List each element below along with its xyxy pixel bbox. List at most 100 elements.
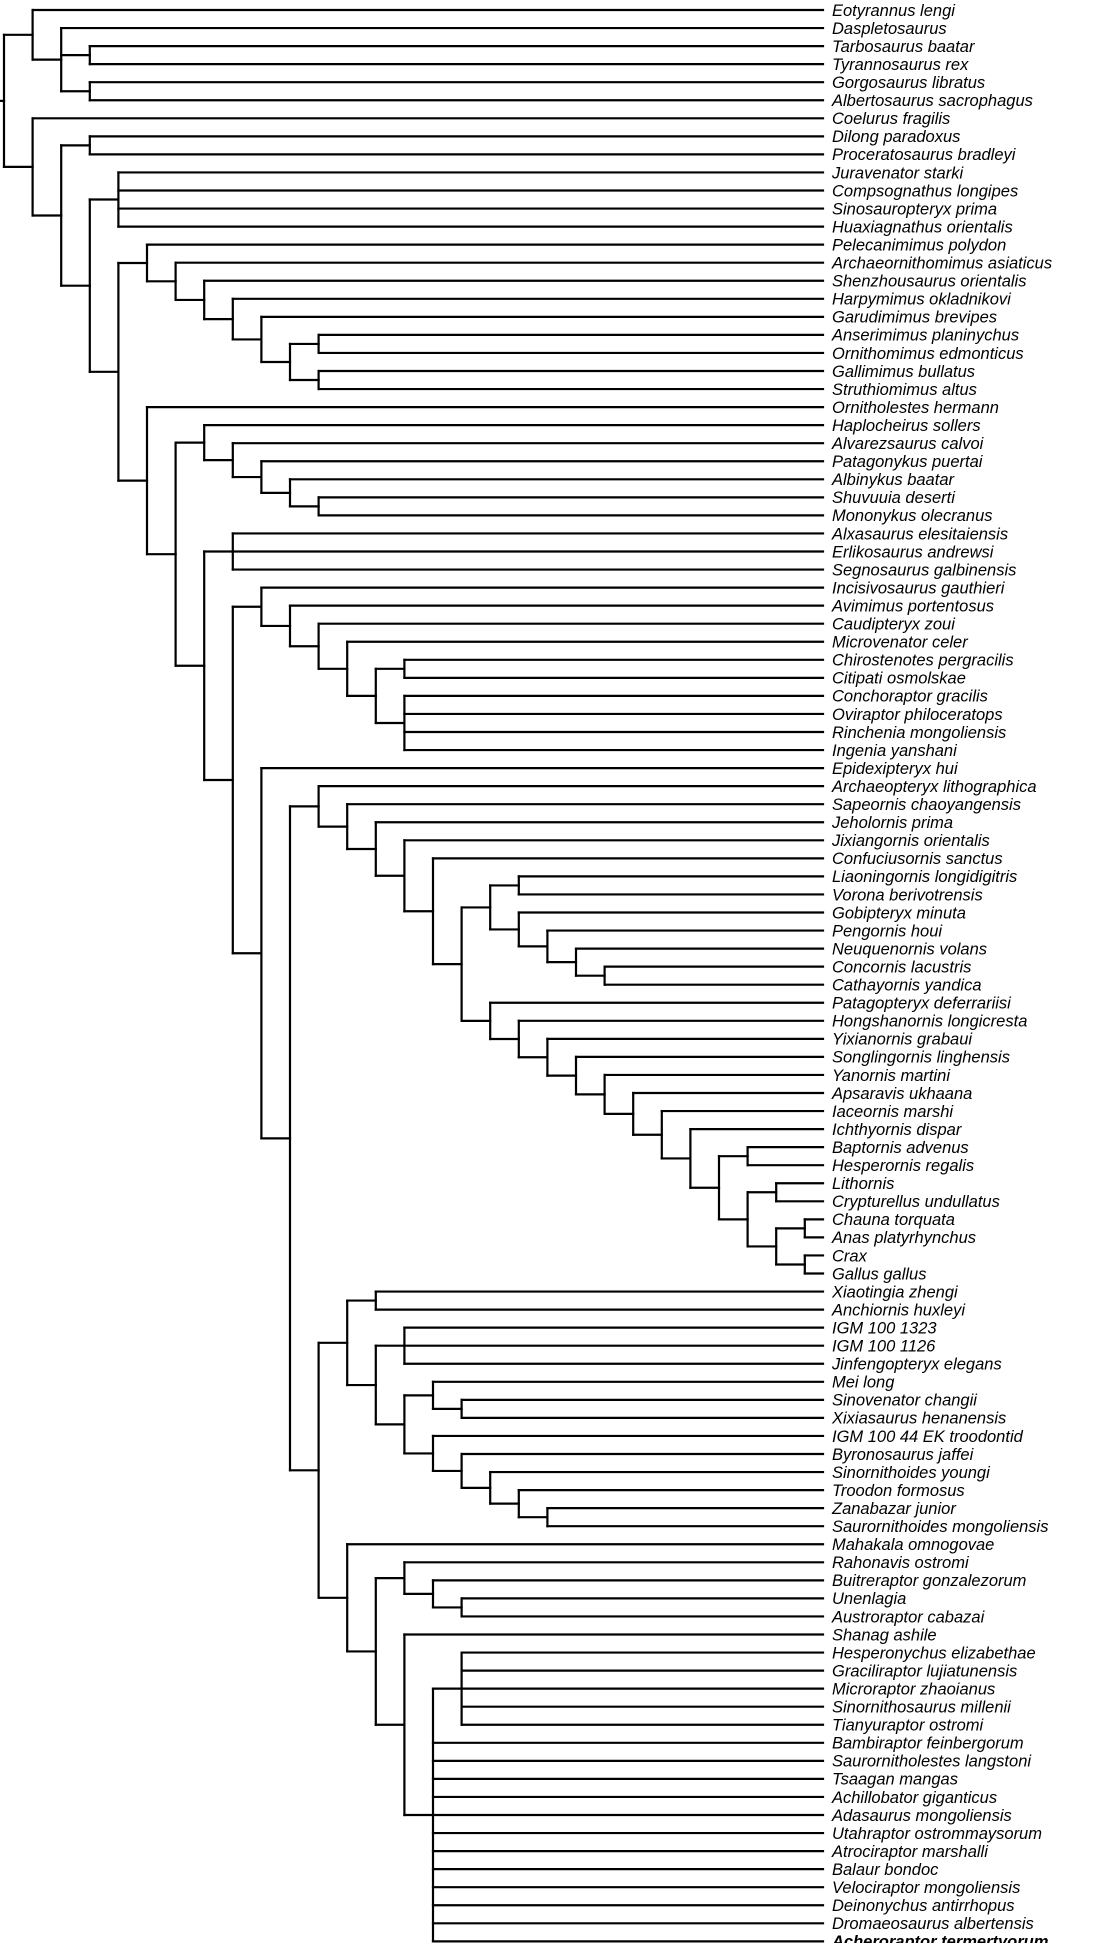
taxon-label: Sinovenator changii [832,1392,978,1410]
taxon-label: Albinykus baatar [831,471,955,489]
taxon-label: Liaoningornis longidigitris [832,868,1017,886]
taxon-label: Archaeopteryx lithographica [831,778,1037,796]
taxon-label: Alvarezsaurus calvoi [831,435,985,453]
taxon-label: Yixianornis grabaui [832,1031,973,1049]
taxon-label: Jeholornis prima [831,814,953,832]
taxon-label: Graciliraptor lujiatunensis [832,1662,1017,1680]
taxon-label: Adasaurus mongoliensis [831,1807,1012,1825]
taxon-label: Saurornithoides mongoliensis [832,1518,1048,1536]
taxon-label: Dromaeosaurus albertensis [832,1915,1034,1933]
taxon-label: Tsaagan mangas [832,1771,958,1789]
taxon-label: Pengornis houi [832,922,943,940]
taxon-label: IGM 100 1323 [832,1319,937,1337]
taxon-label: Dilong paradoxus [832,128,960,146]
taxon-label: Lithornis [832,1175,894,1193]
taxon-label: Shuvuuia deserti [832,489,956,507]
taxon-label: Neuquenornis volans [832,940,987,958]
taxon-label: Jinfengopteryx elegans [831,1356,1002,1374]
taxon-label: Anchiornis huxleyi [831,1301,966,1319]
taxon-label: IGM 100 44 EK troodontid [832,1428,1024,1446]
taxon-label: Iaceornis marshi [832,1103,954,1121]
taxon-label: Huaxiagnathus orientalis [832,218,1013,236]
taxon-label: Ingenia yanshani [832,742,958,760]
taxon-label: Vorona berivotrensis [832,886,983,904]
taxon-label: Eotyrannus lengi [832,2,956,20]
taxon-label: Anas platyrhynchus [831,1229,976,1247]
taxon-label: Caudipteryx zoui [832,616,956,634]
taxon-label: Sapeornis chaoyangensis [832,796,1021,814]
taxon-label: Baptornis advenus [832,1139,969,1157]
taxon-label: Chauna torquata [832,1211,955,1229]
taxon-label: Buitreraptor gonzalezorum [832,1572,1026,1590]
taxon-label: Songlingornis linghensis [832,1049,1010,1067]
taxon-label: Jixiangornis orientalis [831,832,990,850]
taxon-label: Gallimimus bullatus [832,363,975,381]
taxon-label: Segnosaurus galbinensis [832,561,1016,579]
taxon-label: Confuciusornis sanctus [832,850,1003,868]
taxon-label: Patagonykus puertai [832,453,984,471]
taxon-label: Hongshanornis longicresta [832,1013,1027,1031]
taxon-label: Byronosaurus jaffei [832,1446,975,1464]
taxon-label: Gobipteryx minuta [832,904,966,922]
taxon-label: Tianyuraptor ostromi [832,1717,984,1735]
taxon-label: Shenzhousaurus orientalis [832,273,1026,291]
taxon-label: Crypturellus undullatus [832,1193,1000,1211]
taxon-label: Achillobator giganticus [831,1789,997,1807]
taxon-label: Sinornithoides youngi [832,1464,991,1482]
taxon-label: Troodon formosus [832,1482,965,1500]
taxon-label: Chirostenotes pergracilis [832,652,1014,670]
taxon-label: Garudimimus brevipes [832,309,997,327]
taxon-label: Acheroraptor termertyorum [831,1933,1048,1943]
taxon-label: Saurornitholestes langstoni [832,1753,1032,1771]
taxon-label: Compsognathus longipes [832,182,1018,200]
taxon-label: Conchoraptor gracilis [832,688,988,706]
taxon-label: Velociraptor mongoliensis [832,1879,1020,1897]
taxon-label: Rahonavis ostromi [832,1554,970,1572]
taxon-label: Tyrannosaurus rex [832,56,969,74]
taxon-label: Proceratosaurus bradleyi [832,146,1017,164]
taxon-label: Crax [832,1247,868,1265]
taxon-label: Sinornithosaurus millenii [832,1699,1012,1717]
taxon-label: Balaur bondoc [832,1861,939,1879]
taxon-label: Haplocheirus sollers [832,417,981,435]
taxon-label: Alxasaurus elesitaiensis [831,525,1008,543]
taxon-label: Epidexipteryx hui [832,760,959,778]
taxon-label: Juravenator starki [831,164,964,182]
taxon-label: Austroraptor cabazai [831,1608,986,1626]
taxon-label: Citipati osmolskae [832,670,966,688]
taxon-label: Struthiomimus altus [832,381,977,399]
taxon-label: Bambiraptor feinbergorum [832,1735,1024,1753]
taxon-label: Sinosauropteryx prima [832,200,997,218]
taxon-label: Shanag ashile [832,1626,937,1644]
taxon-label: Zanabazar junior [831,1500,957,1518]
taxon-label: IGM 100 1126 [832,1338,936,1356]
taxon-label: Archaeornithomimus asiaticus [831,255,1052,273]
taxon-label: Hesperonychus elizabethae [832,1644,1036,1662]
taxon-label: Coelurus fragilis [832,110,950,128]
taxon-label: Patagopteryx deferrariisi [832,995,1012,1013]
taxon-label: Mononykus olecranus [832,507,993,525]
taxon-label: Xixiasaurus henanensis [831,1410,1006,1428]
taxon-label: Microraptor zhaoianus [832,1680,995,1698]
taxon-label: Xiaotingia zhengi [831,1283,959,1301]
taxon-label: Gorgosaurus libratus [832,74,985,92]
taxon-label: Ornithomimus edmonticus [832,345,1024,363]
taxon-label: Gallus gallus [832,1265,926,1283]
taxon-label: Hesperornis regalis [832,1157,974,1175]
taxon-label: Unenlagia [832,1590,906,1608]
taxon-label: Erlikosaurus andrewsi [832,543,995,561]
taxon-label: Anserimimus planinychus [831,327,1019,345]
taxon-label: Atrociraptor marshalli [831,1843,989,1861]
taxon-label: Deinonychus antirrhopus [832,1897,1015,1915]
taxon-label: Tarbosaurus baatar [832,38,976,56]
taxon-label: Daspletosaurus [832,20,947,38]
taxon-label: Utahraptor ostrommaysorum [832,1825,1042,1843]
taxon-label: Pelecanimimus polydon [832,236,1006,254]
taxon-label: Mei long [832,1374,895,1392]
taxon-label: Avimimus portentosus [831,597,994,615]
taxon-label: Albertosaurus sacrophagus [831,92,1033,110]
taxon-label: Apsaravis ukhaana [831,1085,972,1103]
taxon-label: Ornitholestes hermann [832,399,999,417]
taxon-label: Oviraptor philoceratops [832,706,1003,724]
